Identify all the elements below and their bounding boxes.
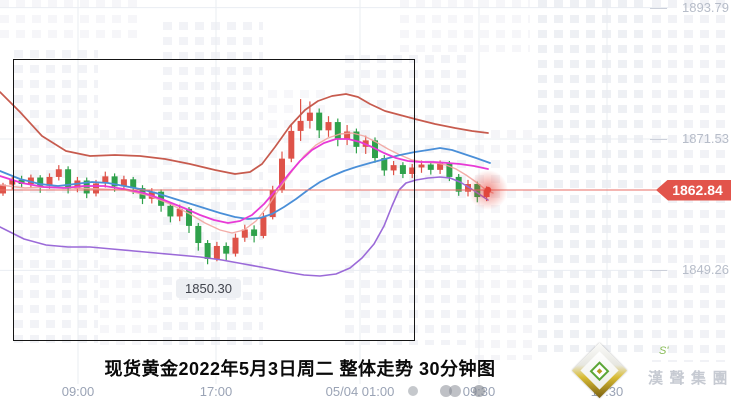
price-axis-label: 1871.53 bbox=[682, 131, 729, 146]
time-axis-label: 17:00 bbox=[199, 384, 233, 399]
brand-mark: S' bbox=[659, 345, 669, 357]
gray-dot bbox=[449, 385, 461, 397]
time-axis-label: 09:00 bbox=[61, 384, 95, 399]
brand-name: 漢聲集團 bbox=[648, 370, 731, 387]
gray-dot bbox=[408, 386, 418, 396]
highlight-box bbox=[13, 59, 415, 341]
price-axis-label: 1893.79 bbox=[682, 0, 729, 15]
time-axis-label: 05/04 01:00 bbox=[325, 384, 395, 399]
price-axis-tick bbox=[650, 270, 667, 272]
low-price-tooltip: 1850.30 bbox=[176, 279, 241, 298]
gray-dot bbox=[473, 385, 485, 397]
price-axis-label: 1849.26 bbox=[682, 262, 729, 278]
chart-caption: 现货黄金2022年5月3日周二 整体走势 30分钟图 bbox=[104, 359, 496, 379]
current-price-badge: 1862.84 bbox=[656, 179, 731, 201]
price-axis-tick bbox=[650, 7, 667, 9]
price-axis-tick bbox=[650, 139, 667, 140]
